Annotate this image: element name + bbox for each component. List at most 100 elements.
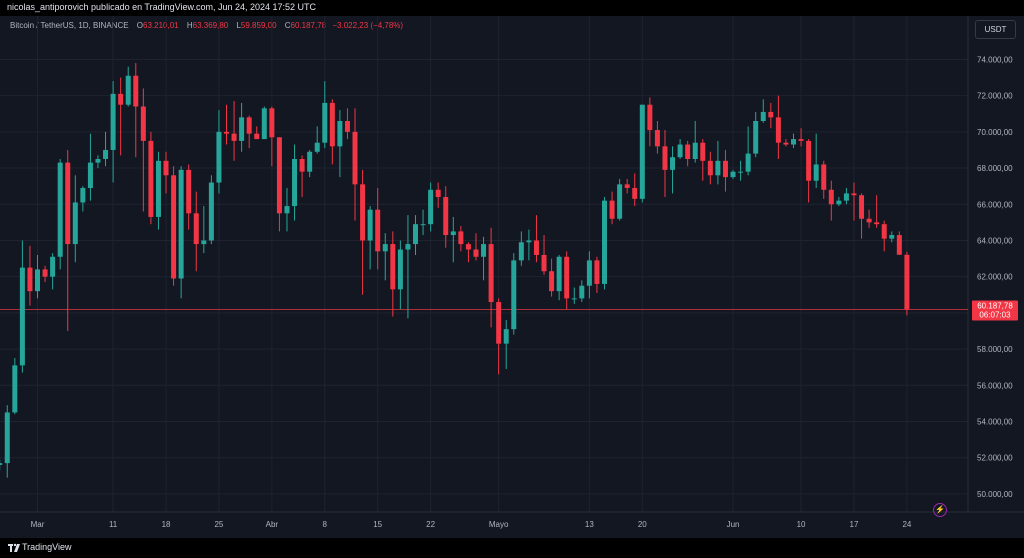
candle-body[interactable] xyxy=(783,142,789,145)
candle-body[interactable] xyxy=(19,267,25,366)
candle-body[interactable] xyxy=(72,202,78,245)
candle-body[interactable] xyxy=(269,108,275,138)
candle-body[interactable] xyxy=(654,130,660,147)
candle-body[interactable] xyxy=(322,102,328,143)
candle-body[interactable] xyxy=(125,75,131,105)
candle-body[interactable] xyxy=(896,235,902,255)
candle-body[interactable] xyxy=(42,269,48,277)
price-chart[interactable]: 50.000,00 52.000,00 54.000,00 56.000,00 58.0… xyxy=(0,16,1024,538)
candle-body[interactable] xyxy=(292,159,298,207)
candle-body[interactable] xyxy=(307,151,313,172)
candle-body[interactable] xyxy=(390,244,396,290)
candle-body[interactable] xyxy=(617,184,623,219)
candle-body[interactable] xyxy=(276,137,282,214)
candle-body[interactable] xyxy=(715,160,721,176)
candle-body[interactable] xyxy=(677,144,683,158)
candle-body[interactable] xyxy=(329,102,335,147)
candle-body[interactable] xyxy=(224,131,229,134)
candle-body[interactable] xyxy=(344,120,350,132)
candle-body[interactable] xyxy=(859,195,865,219)
candle-body[interactable] xyxy=(95,159,101,163)
candle-body[interactable] xyxy=(231,133,237,141)
candle-body[interactable] xyxy=(738,171,744,173)
candle-body[interactable] xyxy=(458,231,464,245)
candle-body[interactable] xyxy=(208,182,214,241)
candle-body[interactable] xyxy=(4,412,10,464)
candle-body[interactable] xyxy=(624,184,630,188)
candle-body[interactable] xyxy=(140,106,146,141)
candle-body[interactable] xyxy=(556,256,562,292)
candle-body[interactable] xyxy=(889,235,895,239)
candle-body[interactable] xyxy=(488,244,494,303)
candle-body[interactable] xyxy=(843,193,849,201)
candle-body[interactable] xyxy=(435,189,441,198)
candle-body[interactable] xyxy=(110,93,116,150)
candle-body[interactable] xyxy=(836,200,842,205)
candle-body[interactable] xyxy=(284,206,290,214)
candle-body[interactable] xyxy=(609,200,615,219)
candle-body[interactable] xyxy=(420,224,426,226)
candle-body[interactable] xyxy=(518,242,524,261)
candle-body[interactable] xyxy=(662,146,668,170)
candle-body[interactable] xyxy=(178,169,184,279)
candle-body[interactable] xyxy=(496,302,502,344)
candle-body[interactable] xyxy=(360,184,366,241)
candle-body[interactable] xyxy=(216,131,222,183)
candle-body[interactable] xyxy=(760,111,766,121)
candle-body[interactable] xyxy=(239,117,245,141)
candle-body[interactable] xyxy=(375,209,381,252)
candle-body[interactable] xyxy=(163,160,169,176)
candle-body[interactable] xyxy=(65,162,71,245)
candle-body[interactable] xyxy=(700,142,706,161)
candle-body[interactable] xyxy=(314,142,320,152)
candle-body[interactable] xyxy=(639,104,645,199)
candle-body[interactable] xyxy=(246,117,252,134)
candle-body[interactable] xyxy=(118,93,124,105)
candle-body[interactable] xyxy=(171,175,177,279)
candle-body[interactable] xyxy=(730,171,736,178)
candle-body[interactable] xyxy=(533,240,539,255)
candle-body[interactable] xyxy=(806,140,812,181)
candle-body[interactable] xyxy=(382,244,388,252)
candle-body[interactable] xyxy=(828,189,834,205)
candle-body[interactable] xyxy=(133,75,139,107)
candle-body[interactable] xyxy=(564,256,570,299)
candle-body[interactable] xyxy=(299,159,305,172)
candle-body[interactable] xyxy=(155,160,161,217)
candle-body[interactable] xyxy=(0,463,3,465)
candle-body[interactable] xyxy=(866,218,872,223)
candle-body[interactable] xyxy=(450,231,456,236)
candle-body[interactable] xyxy=(337,120,343,147)
candle-body[interactable] xyxy=(647,104,653,131)
candle-body[interactable] xyxy=(428,189,434,225)
candle-body[interactable] xyxy=(768,111,774,118)
currency-button[interactable]: USDT xyxy=(975,20,1016,39)
candle-body[interactable] xyxy=(602,200,607,284)
candle-body[interactable] xyxy=(473,249,479,257)
candle-body[interactable] xyxy=(707,160,713,176)
candle-body[interactable] xyxy=(80,187,86,203)
candle-body[interactable] xyxy=(57,162,63,257)
candle-body[interactable] xyxy=(186,169,192,214)
candle-body[interactable] xyxy=(579,285,585,299)
candle-body[interactable] xyxy=(722,160,728,178)
candle-body[interactable] xyxy=(685,144,691,160)
candle-body[interactable] xyxy=(12,365,18,413)
candle-body[interactable] xyxy=(397,249,403,290)
candle-body[interactable] xyxy=(753,120,759,154)
candle-body[interactable] xyxy=(193,213,199,245)
candle-body[interactable] xyxy=(201,240,207,245)
candle-body[interactable] xyxy=(367,209,373,241)
candle-body[interactable] xyxy=(503,329,509,344)
candle-body[interactable] xyxy=(775,117,781,143)
candle-body[interactable] xyxy=(692,142,698,160)
candle-body[interactable] xyxy=(87,162,93,188)
candle-body[interactable] xyxy=(148,140,154,217)
candle-body[interactable] xyxy=(352,131,358,185)
tradingview-brand[interactable]: TradingView xyxy=(22,542,72,552)
candle-body[interactable] xyxy=(881,224,887,239)
candle-body[interactable] xyxy=(261,108,267,140)
candle-body[interactable] xyxy=(821,164,827,190)
candle-body[interactable] xyxy=(103,149,109,160)
candle-body[interactable] xyxy=(254,133,260,140)
